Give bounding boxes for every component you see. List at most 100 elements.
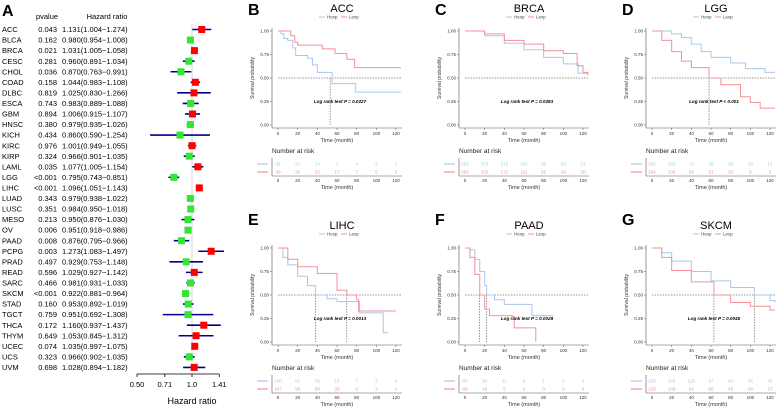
risk-x-tick-label: 0 <box>277 395 280 400</box>
risk-count: 21 <box>580 162 586 167</box>
cancer-name: PRAD <box>2 257 23 266</box>
cancer-name: LAML <box>2 162 22 171</box>
x-tick-label: 0 <box>464 348 467 353</box>
hr-cell: 1.160(0.937−1.437) <box>62 321 128 330</box>
risk-x-tick-label: 120 <box>579 395 587 400</box>
x-tick-label: 0.71 <box>158 380 173 389</box>
x-tick-label: 1.41 <box>212 380 227 389</box>
x-axis-label: Time (month) <box>321 355 354 361</box>
hr-cell: 0.980(0.954−1.008) <box>62 36 128 45</box>
pvalue-cell: 0.162 <box>38 36 57 45</box>
risk-count: 171 <box>501 170 509 175</box>
logrank-pvalue: Log rank test P = 0.0028 <box>501 316 554 321</box>
hr-cell: 1.044(0.983−1.108) <box>62 78 128 87</box>
cancer-name: UCS <box>2 352 18 361</box>
hr-cell: 0.951(0.692−1.308) <box>62 310 128 319</box>
y-tick-label: 0.25 <box>634 316 643 321</box>
panel-label: G <box>622 212 634 229</box>
risk-table-title: Number at risk <box>272 365 315 372</box>
x-tick-label: 60 <box>521 348 527 353</box>
panel-label: A <box>2 3 14 20</box>
risk-x-tick-label: 0 <box>464 395 467 400</box>
x-tick-label: 40 <box>689 348 695 353</box>
hr-marker <box>185 57 193 65</box>
hr-cell: 0.929(0.753−1.148) <box>62 257 128 266</box>
x-axis-label: Time (month) <box>695 355 728 361</box>
x-tick-label: 100 <box>373 131 381 136</box>
y-tick-label: 0.75 <box>634 52 643 57</box>
risk-count: 34 <box>295 170 301 175</box>
x-tick-label: 120 <box>392 348 400 353</box>
risk-count: 28 <box>334 387 340 392</box>
risk-count: 2 <box>523 387 526 392</box>
risk-count: 27 <box>295 162 301 167</box>
hr-cell: 1.077(1.005−1.154) <box>62 162 128 171</box>
y-tick-label: 0.75 <box>634 269 643 274</box>
x-tick-label: 0.50 <box>130 380 145 389</box>
risk-count: 31 <box>708 170 714 175</box>
risk-x-tick-label: 0 <box>277 178 280 183</box>
legend-label: Lexp <box>349 15 359 20</box>
pvalue-cell: 0.074 <box>38 342 57 351</box>
x-tick-label: 1.0 <box>187 380 197 389</box>
cancer-name: LUAD <box>2 194 23 203</box>
risk-x-axis-label: Time (month) <box>321 185 354 191</box>
risk-count: 553 <box>461 162 469 167</box>
hr-marker <box>176 131 184 139</box>
hr-marker <box>185 152 193 160</box>
cancer-name: ESCA <box>2 99 22 108</box>
risk-x-tick-label: 20 <box>482 178 488 183</box>
x-tick-label: 100 <box>747 131 755 136</box>
legend-label: Hexp <box>701 232 712 237</box>
risk-count: 264 <box>648 170 656 175</box>
km-title: LIHC <box>329 220 354 232</box>
risk-x-tick-label: 20 <box>669 395 675 400</box>
y-tick-label: 0.50 <box>634 76 643 81</box>
x-tick-label: 20 <box>482 131 488 136</box>
cancer-name: BLCA <box>2 36 22 45</box>
risk-x-axis-label: Time (month) <box>508 185 541 191</box>
legend: Hexp Lexp <box>506 232 546 237</box>
x-tick-label: 20 <box>295 348 301 353</box>
hr-marker <box>188 142 196 150</box>
legend: Hexp Lexp <box>319 232 359 237</box>
hr-cell: 0.951(0.918−0.986) <box>62 226 128 235</box>
risk-x-tick-label: 40 <box>689 178 695 183</box>
risk-count: 1 <box>395 387 398 392</box>
risk-count: 20 <box>728 170 734 175</box>
cancer-name: KICH <box>2 131 20 140</box>
risk-count: 98 <box>295 387 301 392</box>
hr-cell: 0.979(0.935−1.026) <box>62 120 128 129</box>
logrank-pvalue: Log rank test P = 0.0013 <box>314 316 367 321</box>
y-tick-label: 0.25 <box>260 316 269 321</box>
x-tick-label: 60 <box>708 348 714 353</box>
hr-cell: 1.273(1.083−1.497) <box>62 247 128 256</box>
x-tick-label: 40 <box>502 348 508 353</box>
risk-x-tick-label: 40 <box>315 395 321 400</box>
pvalue-cell: 0.036 <box>38 67 57 76</box>
risk-count: 0 <box>582 379 585 384</box>
risk-x-tick-label: 100 <box>560 395 568 400</box>
cancer-name: UVM <box>2 363 19 372</box>
risk-x-tick-label: 60 <box>708 178 714 183</box>
legend-label: Lexp <box>723 232 733 237</box>
hr-marker <box>186 279 194 287</box>
pvalue-cell: 0.596 <box>38 268 57 277</box>
y-tick-label: 0.25 <box>634 99 643 104</box>
hr-cell: 1.001(0.949−1.055) <box>62 141 128 150</box>
risk-x-tick-label: 80 <box>728 178 734 183</box>
hr-marker <box>191 342 199 350</box>
y-tick-label: 1.00 <box>634 246 643 251</box>
risk-x-tick-label: 80 <box>541 178 547 183</box>
pvalue-cell: <0.001 <box>34 173 57 182</box>
hr-marker <box>177 237 185 245</box>
cancer-name: GBM <box>2 110 19 119</box>
risk-count: 228 <box>648 387 656 392</box>
pvalue-cell: 0.649 <box>38 331 57 340</box>
x-tick-label: 20 <box>482 348 488 353</box>
x-tick-label: 0 <box>464 131 467 136</box>
x-tick-label: 40 <box>689 131 695 136</box>
risk-table-title: Number at risk <box>646 148 689 155</box>
